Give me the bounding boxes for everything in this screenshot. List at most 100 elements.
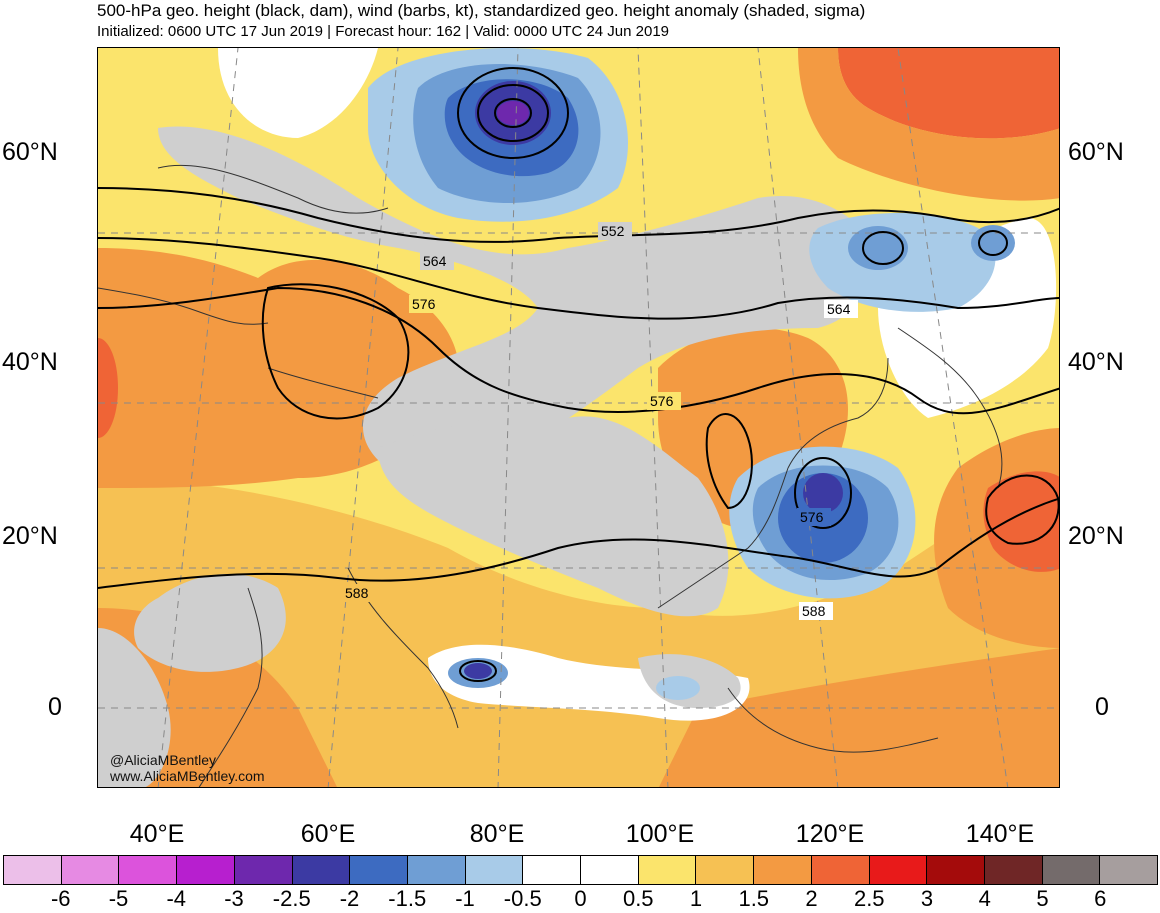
colorbar-label: -2.5: [272, 886, 311, 911]
credit-site: www.AliciaMBentley.com: [110, 768, 265, 784]
colorbar-swatch: [696, 856, 755, 884]
land-fill-siberia: [158, 126, 878, 472]
lon-label-80e: 80°E: [469, 820, 525, 848]
map-panel: 552 564 576 564 576 576 588 588: [97, 47, 1060, 788]
anomaly-fill-blue-srilanka-core: [464, 663, 492, 679]
contour-china-high: [705, 413, 753, 510]
graticule: [98, 48, 1059, 787]
colorbar-swatch: [1042, 856, 1101, 884]
contour-ural-low-3: [494, 98, 532, 128]
colorbar-swatch: [119, 856, 178, 884]
colorbar-label: 0: [574, 886, 587, 911]
anomaly-fill-blue-indochina: [656, 676, 700, 700]
colorbar-label: -0.5: [503, 886, 542, 911]
colorbar-label: 2: [805, 886, 818, 911]
colorbar-swatch: [869, 856, 928, 884]
anomaly-fill-red-caspian: [98, 338, 118, 438]
colorbar-label: 1.5: [738, 886, 770, 911]
contour-588: [98, 497, 1059, 589]
anomaly-fill-blue-okhotsk-weak-1: [848, 226, 908, 270]
contour-labels: 552 564 576 564 576 576 588 588: [342, 222, 858, 620]
colorbar-swatch: [177, 856, 235, 884]
contour-label-7: 588: [345, 585, 369, 601]
contour-middle-east-high: [261, 283, 410, 420]
lat-label-40n-left: 40°N: [2, 348, 58, 376]
lat-label-0-right: 0: [1095, 693, 1109, 721]
contour-ecs-low: [794, 457, 852, 529]
chart-subtitle: Initialized: 0600 UTC 17 Jun 2019 | Fore…: [97, 23, 670, 40]
colorbar-label: -4: [166, 886, 187, 911]
colorbar-swatch: [1100, 856, 1158, 884]
colorbar-swatch: [754, 856, 812, 884]
chart-title: 500-hPa geo. height (black, dam), wind (…: [97, 1, 866, 20]
lon-label-140e: 140°E: [965, 820, 1035, 848]
colorbar-label: -5: [108, 886, 129, 911]
colorbar-swatch: [638, 856, 697, 884]
lon-label-120e: 120°E: [795, 820, 865, 848]
contour-label-2: 564: [423, 253, 447, 269]
contour-label-8: 588: [802, 603, 826, 619]
contour-label-5: 576: [650, 393, 674, 409]
colorbar-label: 2.5: [853, 886, 885, 911]
lon-label-40e: 40°E: [129, 820, 185, 848]
contour-label-6: 576: [800, 509, 824, 525]
colorbar-label: 6: [1094, 886, 1107, 911]
colorbar-label: -6: [50, 886, 71, 911]
contour-576: [98, 286, 1059, 415]
colorbar-swatch: [234, 856, 293, 884]
map-svg: 552 564 576 564 576 576 588 588: [98, 48, 1059, 787]
lat-label-40n-right: 40°N: [1068, 348, 1124, 376]
colorbar-swatch: [61, 856, 120, 884]
colorbar-label: 1: [689, 886, 703, 911]
contour-label-1: 552: [601, 223, 625, 239]
land-fill-arabia: [134, 574, 286, 672]
anomaly-fill-blue-okhotsk-weak-2: [971, 225, 1015, 261]
contour-label-3: 576: [412, 296, 436, 312]
anomaly-fill-red-west-pacific: [983, 471, 1059, 572]
colorbar-label: -1.5: [388, 886, 427, 911]
colorbar-label: 0.5: [622, 886, 654, 911]
colorbar-swatch: [465, 856, 524, 884]
lat-label-0-left: 0: [48, 693, 62, 721]
colorbar-label: -3: [224, 886, 244, 911]
anomaly-fill-white-nw: [218, 48, 378, 138]
lat-label-20n-left: 20°N: [2, 522, 58, 550]
contour-ural-low-2: [477, 84, 549, 142]
anomaly-fill-orange-south-east: [658, 648, 1059, 787]
contour-ural-low-1: [457, 67, 569, 159]
lon-label-100e: 100°E: [625, 820, 695, 848]
contour-564: [98, 237, 1059, 320]
colorbar-swatch: [984, 856, 1043, 884]
colorbar-swatch: [407, 856, 466, 884]
colorbar-label: 4: [978, 886, 991, 911]
lat-label-20n-right: 20°N: [1068, 522, 1124, 550]
lat-label-60n-right: 60°N: [1068, 138, 1124, 166]
colorbar-label: 3: [920, 886, 934, 911]
credit-handle: @AliciaMBentley: [110, 752, 217, 768]
land-fill-india: [98, 628, 171, 787]
lon-label-60e: 60°E: [300, 820, 356, 848]
colorbar-swatch: [523, 856, 582, 884]
colorbar-label: 5: [1036, 886, 1049, 911]
colorbar-swatch: [927, 856, 985, 884]
land-fill-tibet: [378, 415, 729, 617]
colorbar: [3, 855, 1158, 885]
colorbar-swatch: [581, 856, 639, 884]
contour-label-4: 564: [827, 301, 851, 317]
contour-okhotsk-low-1: [862, 231, 904, 265]
contour-wpac-high: [985, 474, 1059, 545]
anomaly-fill-white-japan: [878, 218, 1057, 418]
colorbar-swatch: [811, 856, 870, 884]
anomaly-fill-blue-ural-core: [497, 101, 529, 125]
colorbar-swatch: [4, 856, 62, 884]
colorbar-swatch: [292, 856, 351, 884]
anomaly-fill-orange-north-pacific: [798, 48, 1059, 201]
anomaly-fill-blue-ecs-strong: [803, 473, 843, 513]
coastlines: [98, 164, 1003, 787]
colorbar-label: -2: [339, 886, 360, 911]
lat-label-60n-left: 60°N: [2, 138, 58, 166]
contour-okhotsk-low-2: [978, 230, 1008, 256]
anomaly-fill-red-north-pacific: [838, 48, 1059, 139]
contour-srilanka-low: [459, 660, 497, 682]
colorbar-label: -1: [455, 886, 475, 911]
